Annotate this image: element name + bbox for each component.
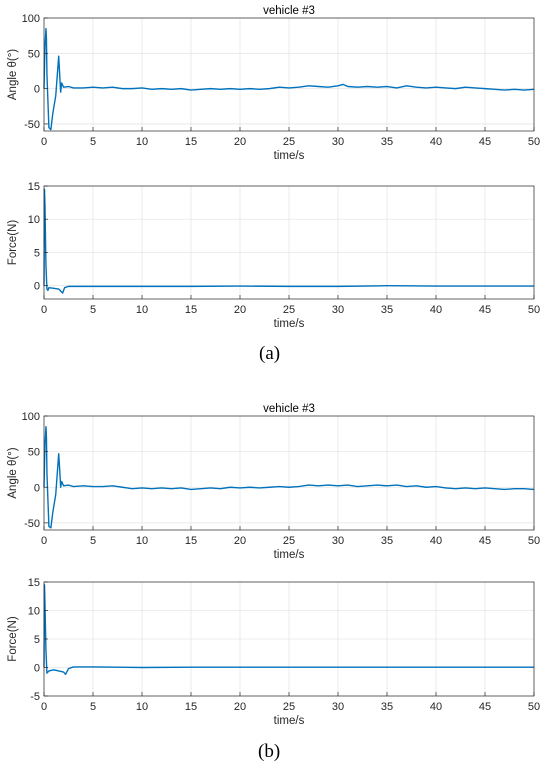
x-tick-label: 50 [528,136,540,148]
series-line-1 [43,188,534,294]
x-tick-label: 0 [41,701,47,713]
x-tick-label: 15 [185,701,197,713]
chart-title: vehicle #3 [263,403,315,415]
x-tick-label: 25 [283,535,295,547]
x-tick-label: 10 [136,136,148,148]
x-tick-label: 50 [528,304,540,316]
x-tick-label: 10 [136,701,148,713]
y-tick-label: 0 [34,84,40,96]
x-tick-label: 30 [332,535,344,547]
y-tick-label: 100 [22,13,40,25]
panel-label-b: (b) [258,741,281,762]
x-tick-label: 5 [90,136,96,148]
x-tick-label: 20 [234,701,246,713]
chart-2: 0 5 10 15 20 25 30 35 40 45 50 0 5 10 15 time/s Force(N) [7,181,540,330]
y-tick-label: 5 [34,247,40,259]
y-tick-label: 100 [22,411,40,423]
x-tick-label: 40 [430,136,442,148]
x-tick-label: 5 [90,701,96,713]
x-axis-label: time/s [274,549,305,561]
x-tick-label: 45 [479,701,491,713]
series-line-1 [43,27,535,131]
x-tick-label: 30 [332,136,344,148]
x-tick-label: 15 [185,304,197,316]
y-axis-label: Force(N) [7,616,19,662]
y-tick-label: 10 [28,606,40,618]
y-tick-label: 10 [28,214,40,226]
x-tick-label: 50 [528,535,540,547]
y-axis-label: Angle θ(°) [7,447,19,498]
y-tick-label: 5 [34,634,40,646]
chart-title: vehicle #3 [263,5,315,17]
x-tick-label: 15 [185,136,197,148]
x-tick-label: 5 [90,304,96,316]
x-tick-label: 10 [136,304,148,316]
x-tick-label: 10 [136,535,148,547]
x-axis-label: time/s [274,318,305,330]
x-tick-label: 15 [185,535,197,547]
x-tick-label: 0 [41,304,47,316]
x-tick-label: 5 [90,535,96,547]
x-tick-label: 40 [430,304,442,316]
y-axis-label: Force(N) [7,220,19,266]
x-tick-label: 0 [41,136,47,148]
x-tick-label: 50 [528,701,540,713]
y-axis-label: Angle θ(°) [7,49,19,100]
x-tick-label: 40 [430,535,442,547]
chart-1: 0 5 10 15 20 25 30 35 40 45 50-50050100time/sAngle… [7,5,540,162]
y-tick-label: 0 [34,281,40,293]
x-tick-label: 25 [283,136,295,148]
x-tick-label: 45 [479,136,491,148]
x-axis-label: time/s [274,715,305,727]
chart-3: 0 5 10 15 20 25 30 35 40 45 50-50050100time/sAngle… [7,403,540,561]
x-tick-label: 20 [234,136,246,148]
x-tick-label: 30 [332,304,344,316]
series-line-1 [43,425,535,529]
x-tick-label: 30 [332,701,344,713]
y-tick-label: 50 [28,48,40,60]
x-tick-label: 40 [430,701,442,713]
chart-4: 0 5 10 15 20 25 30 35 40 45 50-5051015time/sForce(… [7,577,540,727]
x-tick-label: 25 [283,701,295,713]
y-tick-label: -50 [24,518,40,530]
x-tick-label: 35 [381,701,393,713]
y-tick-label: 0 [34,482,40,494]
y-tick-label: -50 [24,119,40,131]
x-axis-label: time/s [274,150,305,162]
x-tick-label: 20 [234,304,246,316]
x-tick-label: 20 [234,535,246,547]
x-tick-label: 35 [381,304,393,316]
x-tick-label: 25 [283,304,295,316]
y-tick-label: 15 [28,181,40,193]
y-tick-label: 50 [28,447,40,459]
x-tick-label: 45 [479,535,491,547]
y-tick-label: 15 [28,577,40,589]
x-tick-label: 45 [479,304,491,316]
y-tick-label: 0 [34,663,40,675]
x-tick-label: 35 [381,535,393,547]
panel-label-a: (a) [259,343,281,364]
x-tick-label: 35 [381,136,393,148]
x-tick-label: 0 [41,535,47,547]
series-line-1 [43,584,534,676]
y-tick-label: -5 [30,691,40,703]
